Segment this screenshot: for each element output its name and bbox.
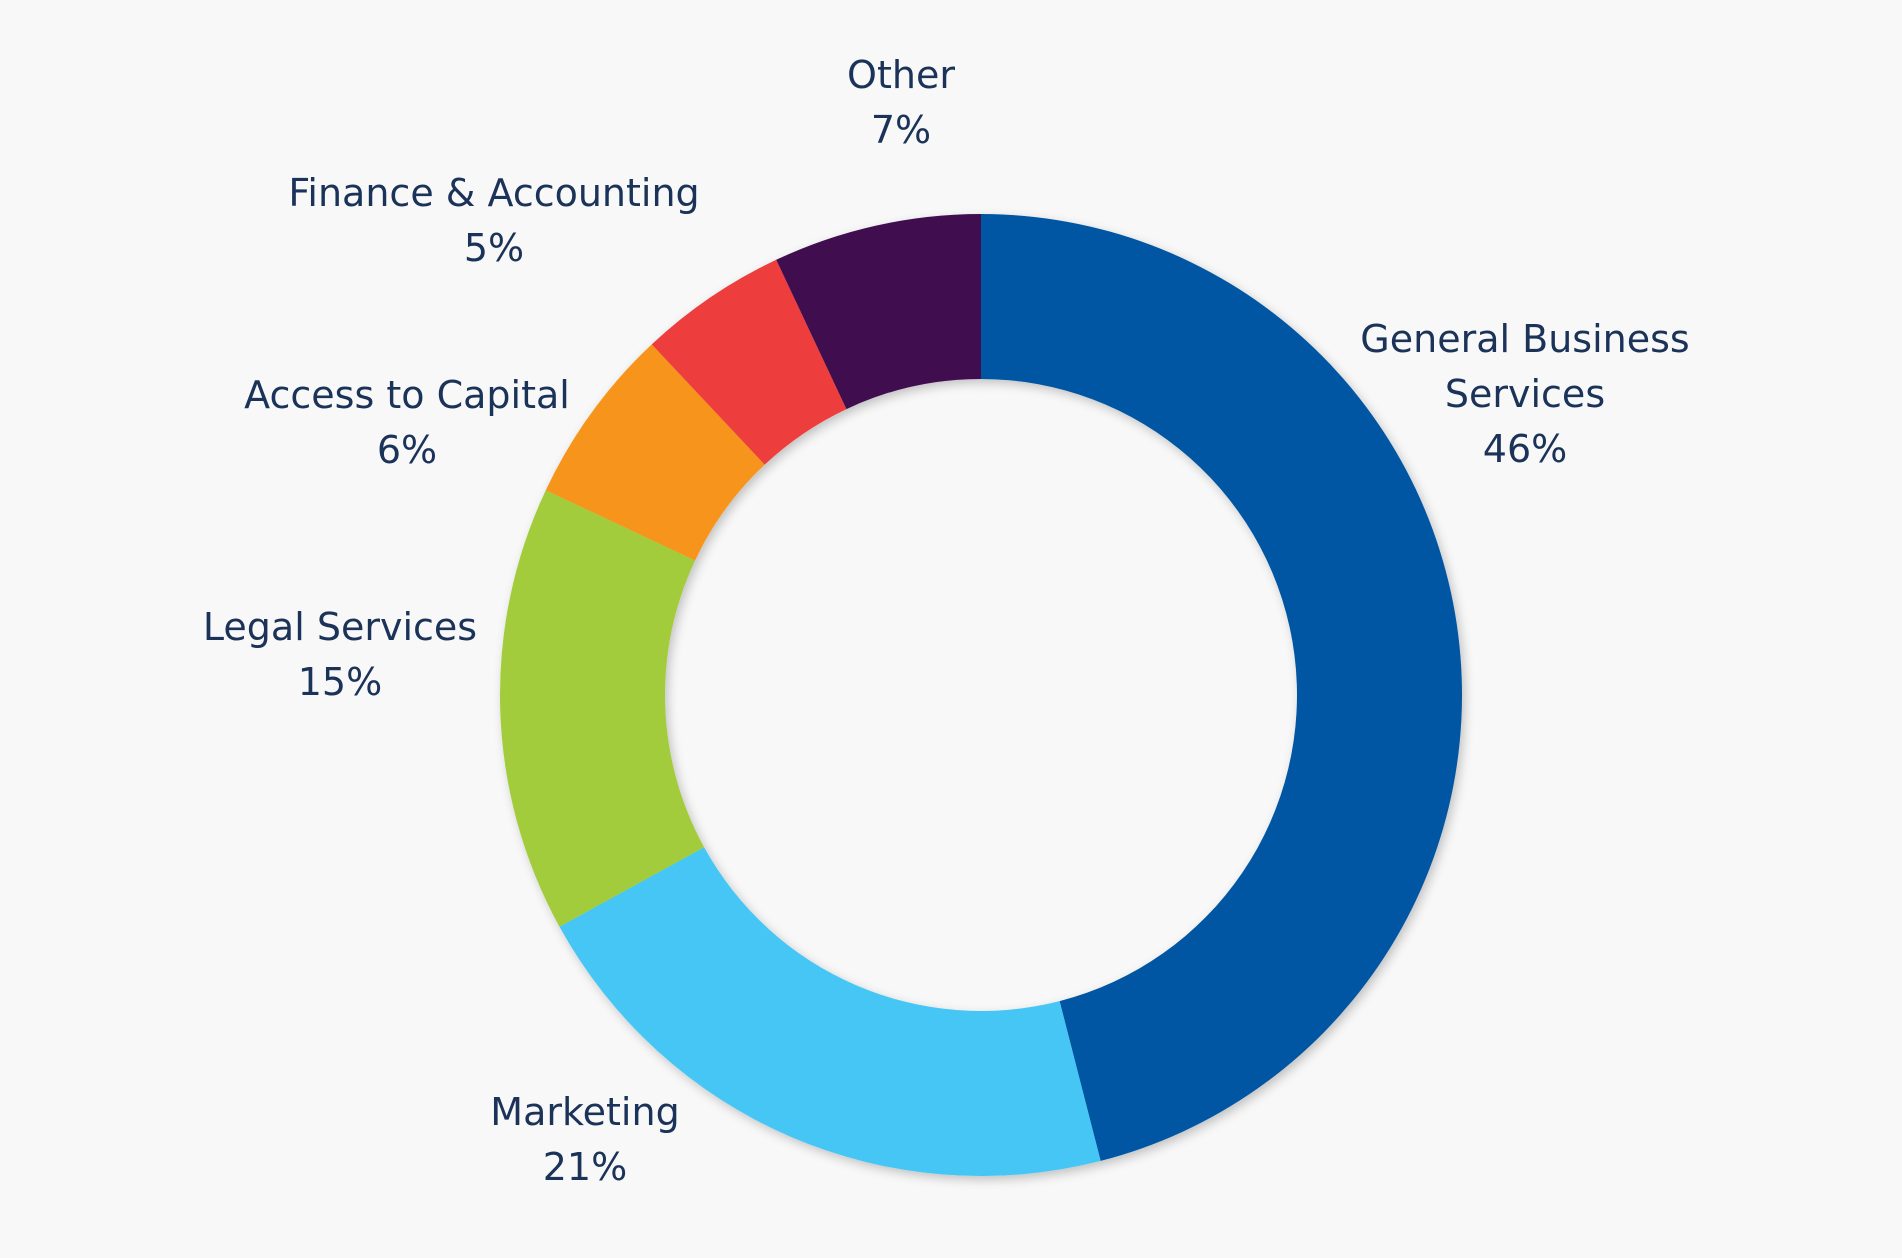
label-access-to-capital-name: Access to Capital — [244, 373, 570, 417]
donut-slices — [500, 214, 1463, 1177]
label-access-to-capital: Access to Capital 6% — [244, 368, 570, 478]
slice-access-to-capital — [545, 344, 765, 561]
slice-general-business-services — [981, 214, 1463, 1161]
label-other-name: Other — [847, 53, 955, 97]
label-marketing: Marketing 21% — [490, 1085, 679, 1195]
slice-legal-services — [500, 490, 705, 927]
slice-finance-accounting — [651, 259, 847, 465]
label-finance-accounting-value: 5% — [463, 226, 525, 270]
label-general-business-services-value: 46% — [1482, 427, 1568, 471]
label-finance-accounting: Finance & Accounting 5% — [288, 166, 699, 276]
label-general-business-services-line-2: Services — [1444, 372, 1606, 416]
label-finance-accounting-name: Finance & Accounting — [288, 171, 700, 215]
label-general-business-services: General Business Services 46% — [1360, 312, 1689, 477]
label-legal-services-value: 15% — [297, 660, 383, 704]
label-legal-services-name: Legal Services — [202, 605, 478, 649]
label-marketing-name: Marketing — [490, 1090, 680, 1134]
label-other-value: 7% — [870, 108, 932, 152]
label-access-to-capital-value: 6% — [376, 428, 438, 472]
label-legal-services: Legal Services 15% — [203, 600, 477, 710]
slice-other — [776, 214, 981, 410]
label-general-business-services-line-1: General Business — [1360, 317, 1690, 361]
label-other: Other 7% — [847, 48, 955, 158]
label-marketing-value: 21% — [542, 1145, 628, 1189]
slice-marketing — [559, 847, 1101, 1177]
